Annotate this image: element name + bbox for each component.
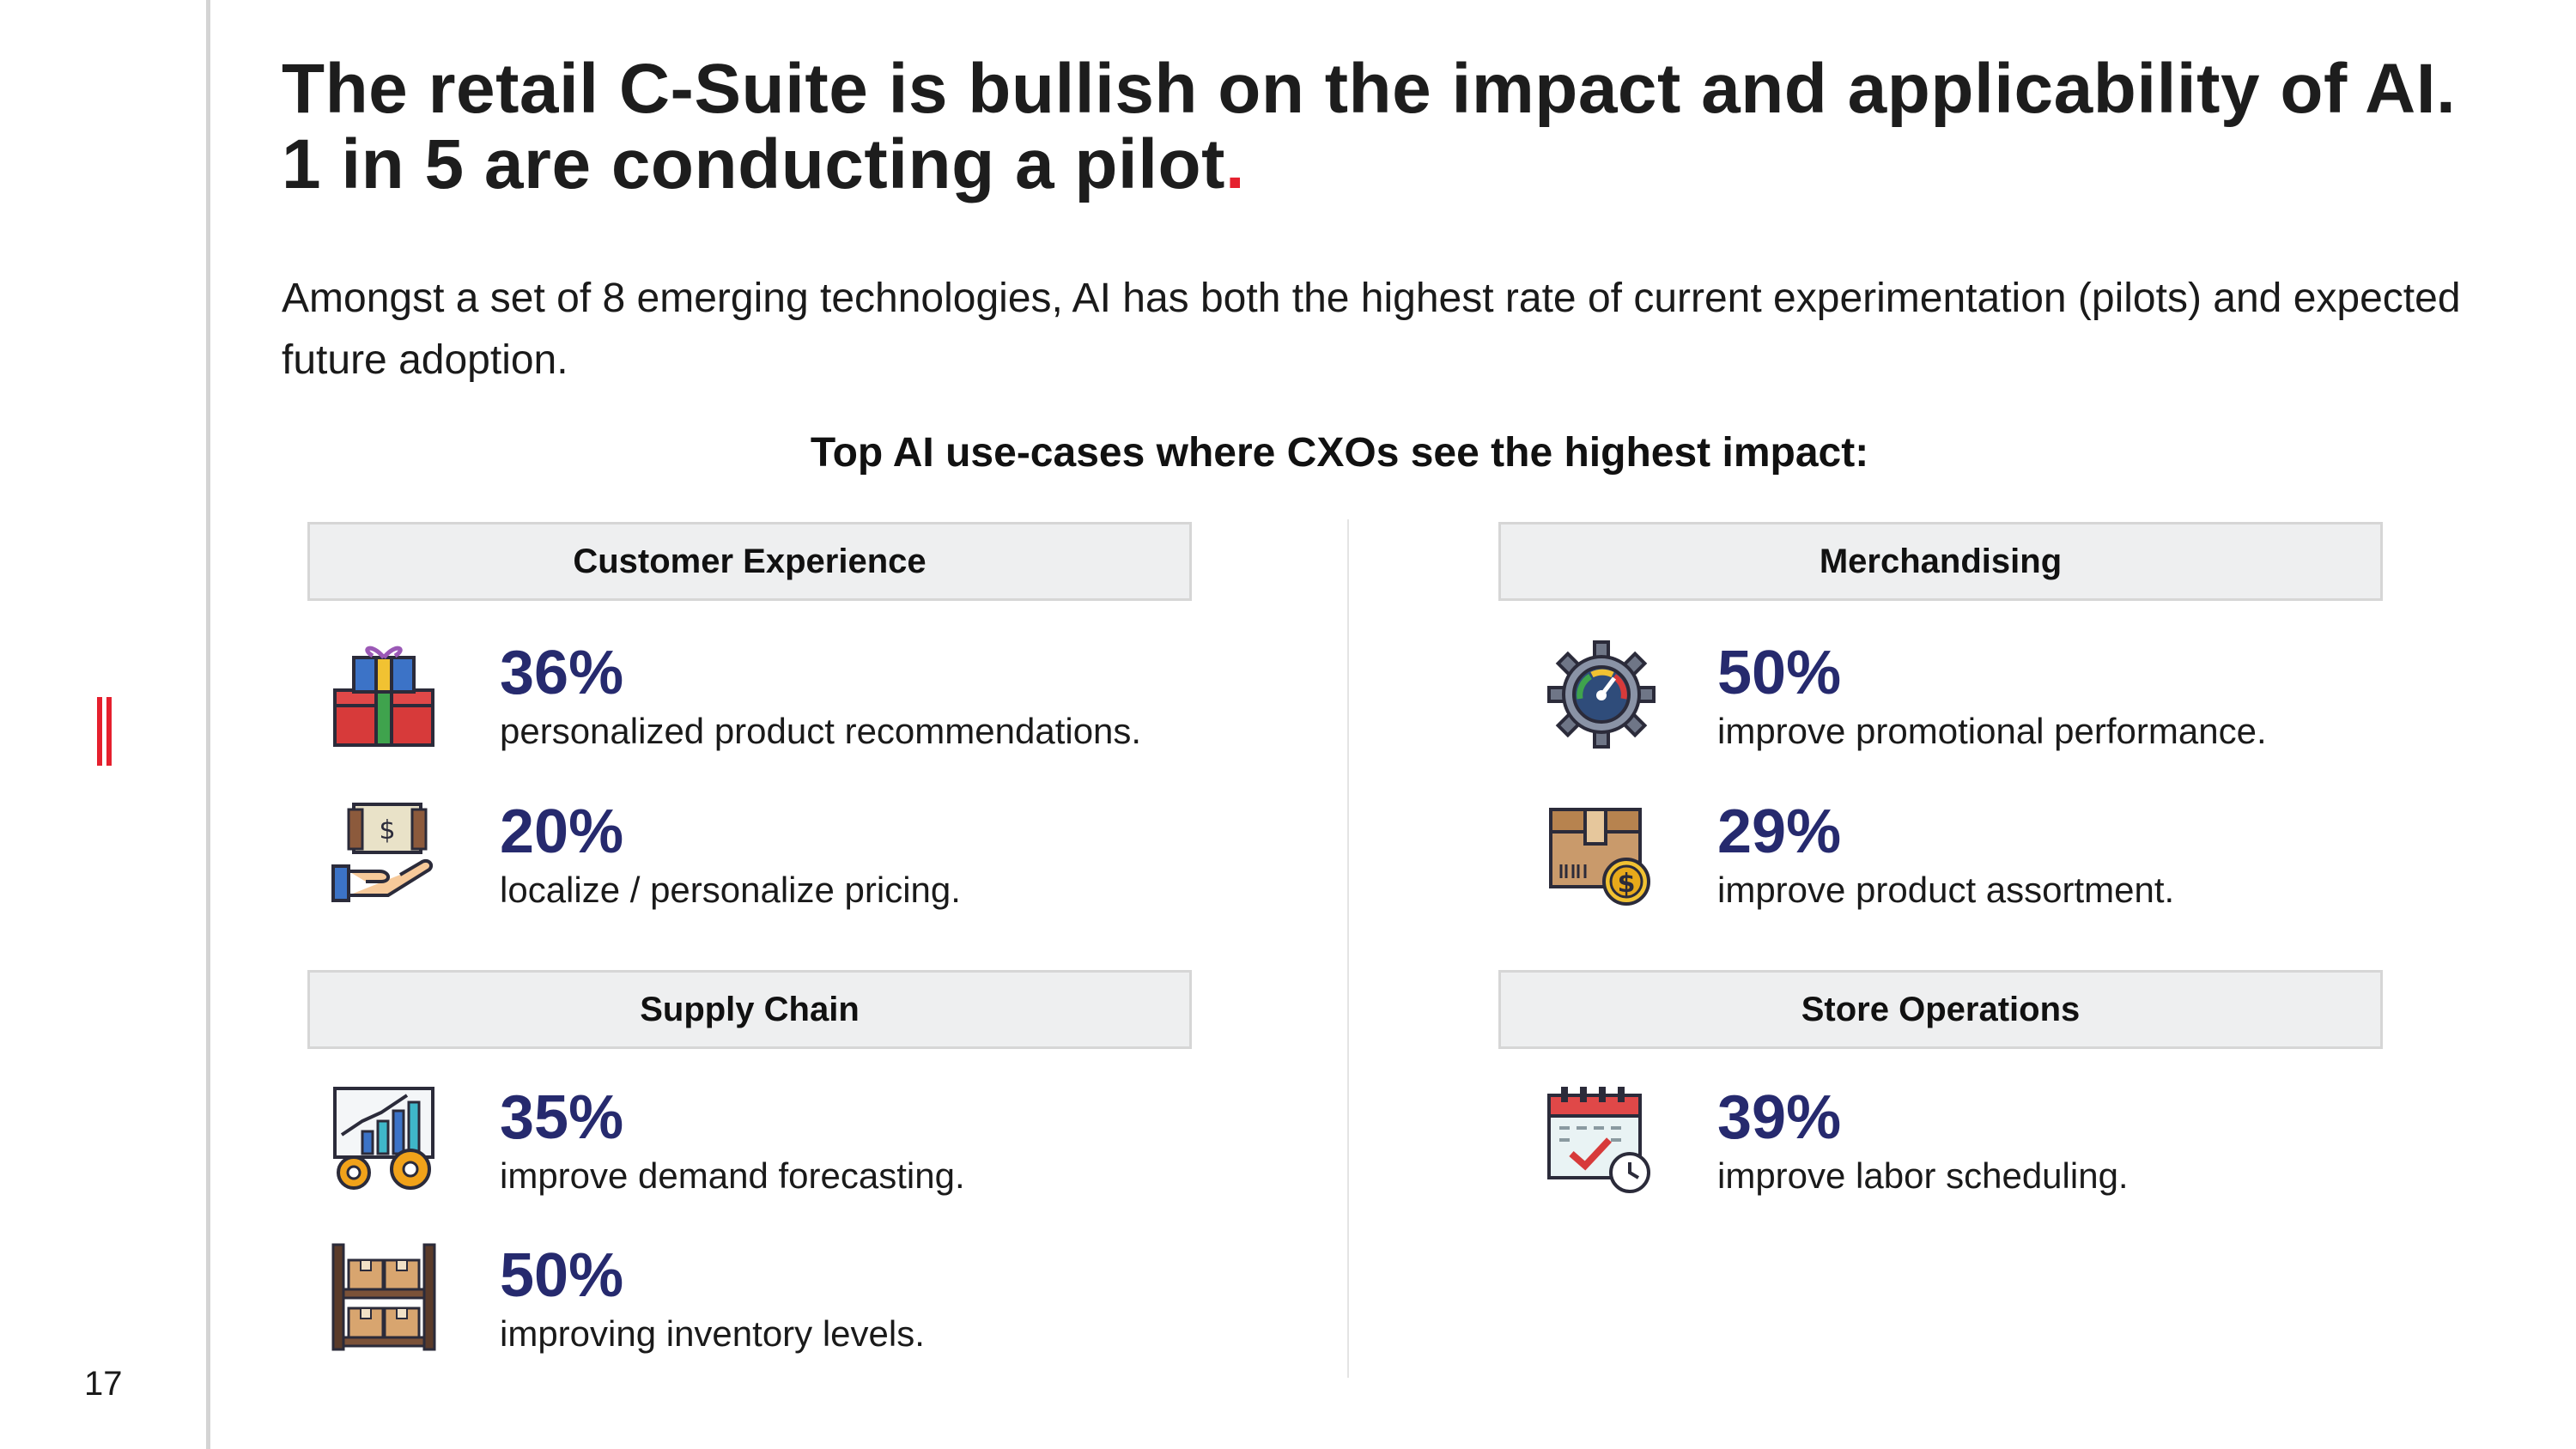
title-red-dot: .	[1224, 125, 1246, 203]
category-customer-experience: Customer Experience	[307, 522, 1192, 601]
category-supply-chain: Supply Chain	[307, 970, 1192, 1049]
use-case-item: $ 20% localize / personalize pricing.	[328, 797, 1273, 914]
use-case-text: improve demand forecasting.	[500, 1155, 965, 1196]
use-case-text: improve promotional performance.	[1717, 711, 2267, 751]
calendar-clock-icon	[1546, 1083, 1657, 1195]
intro-paragraph: Amongst a set of 8 emerging technologies…	[282, 276, 2461, 383]
percent-value: 36%	[500, 639, 624, 707]
gear-gauge-icon	[1546, 639, 1657, 750]
page-number: 17	[84, 1365, 123, 1403]
use-case-text: improve labor scheduling.	[1717, 1155, 2129, 1196]
use-case-item: 39% improve labor scheduling.	[1546, 1083, 2490, 1200]
use-case-text: improve product assortment.	[1717, 870, 2175, 910]
left-rail-divider	[206, 0, 210, 1449]
title-text: The retail C-Suite is bullish on the imp…	[282, 50, 2457, 203]
column-divider	[1347, 519, 1349, 1378]
use-case-text: improving inventory levels.	[500, 1313, 925, 1354]
chart-with-gears-icon	[328, 1083, 440, 1195]
money-in-hand-icon: $	[328, 797, 440, 909]
use-case-item: $ 29% improve product assortment.	[1546, 797, 2490, 914]
red-accent-mark	[97, 697, 112, 766]
svg-text:$: $	[379, 815, 395, 846]
use-case-text: personalized product recommendations.	[500, 711, 1142, 751]
percent-value: 39%	[1717, 1083, 1842, 1152]
percent-value: 20%	[500, 797, 624, 866]
use-case-text: localize / personalize pricing.	[500, 870, 961, 910]
use-case-item: 36% personalized product recommendations…	[328, 639, 1273, 755]
category-merchandising: Merchandising	[1498, 522, 2383, 601]
percent-value: 29%	[1717, 797, 1842, 866]
use-cases-heading-text: Top AI use-cases where CXOs see the high…	[810, 430, 1869, 476]
gift-boxes-icon	[328, 639, 440, 750]
category-store-operations: Store Operations	[1498, 970, 2383, 1049]
use-cases-heading: Top AI use-cases where CXOs see the high…	[0, 429, 2576, 476]
svg-text:$: $	[1618, 869, 1636, 899]
box-with-coin-icon: $	[1546, 797, 1657, 909]
percent-value: 35%	[500, 1083, 624, 1152]
use-case-item: 50% improve promotional performance.	[1546, 639, 2490, 755]
page-title: The retail C-Suite is bullish on the imp…	[282, 52, 2480, 203]
warehouse-shelf-icon	[328, 1241, 440, 1353]
use-case-item: 35% improve demand forecasting.	[328, 1083, 1273, 1200]
percent-value: 50%	[500, 1241, 624, 1310]
use-case-item: 50% improving inventory levels.	[328, 1241, 1273, 1358]
percent-value: 50%	[1717, 639, 1842, 707]
